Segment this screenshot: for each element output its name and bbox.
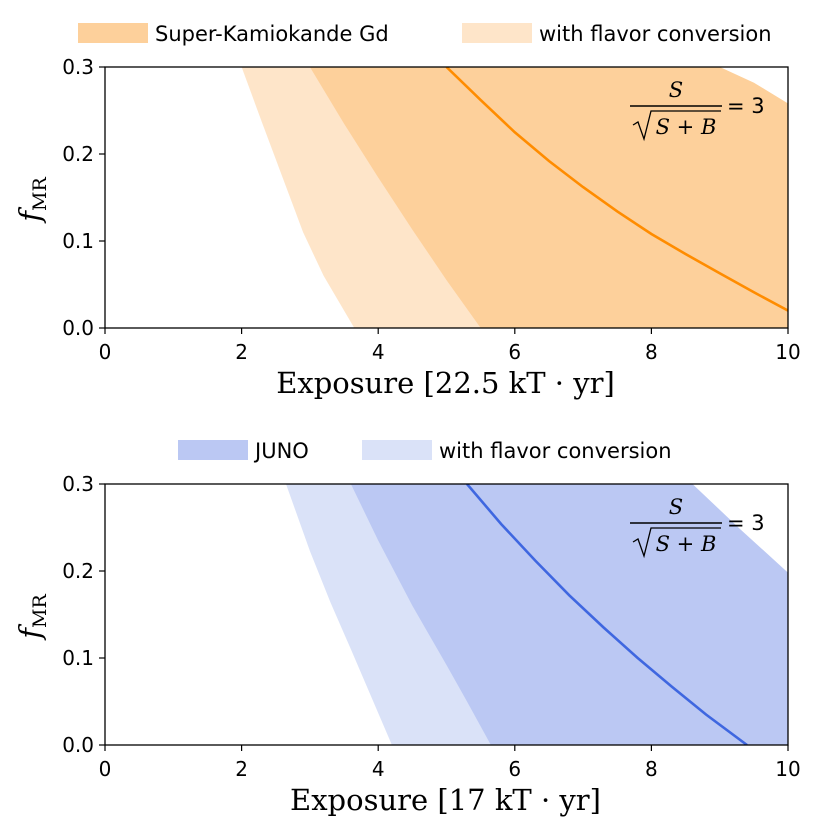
legend-swatch [178,440,248,460]
axes-frame [104,66,789,329]
y-axis-label-sub: MR [29,177,51,211]
legend-swatch [362,440,432,460]
x-tick-label: 2 [235,340,248,364]
x-tick-label: 8 [645,340,658,364]
annotation-numerator: S [669,495,683,519]
y-tick-label: 0.2 [62,559,94,583]
central-line [466,484,748,745]
band-main [309,67,788,328]
y-axis-label: fMR [13,177,51,224]
annotation-equals: = 3 [727,511,765,535]
x-tick-label: 0 [99,757,112,781]
annotation-sqrt-sign [632,527,721,559]
axes-frame [104,483,789,746]
x-tick-label: 8 [645,757,658,781]
x-tick-label: 4 [372,340,385,364]
plot-area [286,484,788,745]
annotation-denominator: S + B [656,532,717,556]
legend-swatch [78,23,148,43]
x-tick-label: 4 [372,757,385,781]
plot-area [241,67,788,328]
x-tick-label: 10 [775,757,800,781]
x-tick-label: 6 [508,340,521,364]
central-line [445,67,788,312]
y-tick-label: 0.1 [62,229,94,253]
legend-label: JUNO [253,439,309,463]
legend-label: with flavor conversion [539,22,772,46]
y-tick-label: 0.2 [62,142,94,166]
legend-label: with flavor conversion [439,439,672,463]
annotation-equals: = 3 [727,94,765,118]
x-tick-label: 2 [235,757,248,781]
x-tick-label: 0 [99,340,112,364]
legend-swatch [462,23,532,43]
x-tick-label: 10 [775,340,800,364]
legend-label: Super-Kamiokande Gd [155,22,389,46]
y-axis-label-sub: MR [29,594,51,628]
x-axis-label: Exposure [22.5 kT · yr] [276,366,615,400]
y-tick-label: 0.3 [62,55,94,79]
chart-2: 0 2 4 6 8 10 0.0 0.1 0.2 0.3 Exposure [17 kT · yr]… [13,439,801,817]
y-axis-label: fMR [13,594,51,641]
band-main [350,484,788,745]
annotation-numerator: S [669,78,683,102]
x-tick-label: 6 [508,757,521,781]
x-axis-label: Exposure [17 kT · yr] [290,783,601,817]
y-tick-label: 0.0 [62,316,94,340]
y-tick-label: 0.3 [62,472,94,496]
y-tick-label: 0.1 [62,646,94,670]
y-tick-label: 0.0 [62,733,94,757]
chart-1: 0 2 4 6 8 10 0.0 0.1 0.2 0.3 Exposure [22.5 kT · y… [13,22,801,400]
annotation-denominator: S + B [656,115,717,139]
annotation-sqrt-sign [632,110,721,142]
